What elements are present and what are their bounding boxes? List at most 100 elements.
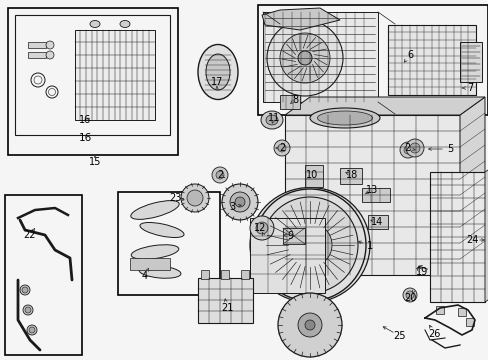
Ellipse shape: [198, 45, 238, 99]
Bar: [118, 192, 220, 295]
Text: 16: 16: [79, 115, 91, 125]
Text: 5: 5: [446, 144, 452, 154]
Text: 18: 18: [345, 170, 357, 180]
Circle shape: [405, 139, 423, 157]
Text: 3: 3: [228, 202, 235, 212]
Bar: [263, 12, 377, 102]
Circle shape: [20, 285, 30, 295]
Polygon shape: [459, 97, 484, 275]
Text: 2: 2: [278, 143, 285, 153]
Bar: [201, 270, 208, 279]
Bar: [285, 115, 459, 275]
Circle shape: [297, 313, 321, 337]
Bar: [361, 188, 389, 202]
Circle shape: [29, 327, 35, 333]
Circle shape: [299, 235, 319, 255]
Bar: [305, 165, 323, 187]
Ellipse shape: [140, 222, 183, 238]
Ellipse shape: [130, 201, 179, 219]
Circle shape: [249, 216, 273, 240]
Circle shape: [399, 142, 415, 158]
Circle shape: [405, 291, 413, 299]
Circle shape: [23, 305, 33, 315]
Text: 24: 24: [465, 235, 477, 245]
Text: 6: 6: [406, 50, 412, 60]
Bar: [465, 318, 473, 326]
Circle shape: [229, 192, 249, 212]
Text: 21: 21: [221, 303, 233, 313]
Text: 23: 23: [168, 193, 181, 203]
Ellipse shape: [309, 108, 379, 128]
Text: 22: 22: [24, 230, 36, 240]
Ellipse shape: [261, 111, 283, 129]
Text: 16: 16: [78, 133, 91, 143]
Bar: [435, 306, 443, 314]
Text: 15: 15: [89, 157, 101, 167]
Circle shape: [216, 171, 224, 179]
Ellipse shape: [317, 111, 372, 125]
Ellipse shape: [265, 115, 278, 125]
Circle shape: [46, 51, 54, 59]
Bar: [130, 258, 170, 270]
Bar: [5, 195, 82, 355]
Text: 12: 12: [253, 223, 265, 233]
Circle shape: [403, 146, 411, 154]
Polygon shape: [484, 160, 488, 302]
Text: 2: 2: [217, 170, 223, 180]
Circle shape: [25, 307, 31, 313]
Text: 4: 4: [142, 271, 148, 281]
Circle shape: [273, 140, 289, 156]
Ellipse shape: [249, 188, 369, 302]
Bar: [249, 218, 325, 293]
Bar: [258, 5, 487, 115]
Circle shape: [222, 184, 258, 220]
Text: 19: 19: [415, 267, 427, 277]
Circle shape: [409, 143, 419, 153]
Circle shape: [297, 51, 311, 65]
Circle shape: [235, 197, 244, 207]
Bar: [367, 215, 387, 229]
Text: 1: 1: [366, 241, 372, 251]
Circle shape: [212, 167, 227, 183]
Circle shape: [27, 325, 37, 335]
Circle shape: [278, 144, 285, 152]
Circle shape: [46, 41, 54, 49]
Ellipse shape: [139, 266, 181, 278]
Circle shape: [186, 190, 203, 206]
Bar: [15, 15, 170, 135]
Bar: [339, 168, 361, 184]
Ellipse shape: [205, 54, 229, 90]
Bar: [221, 270, 228, 279]
Circle shape: [262, 197, 357, 293]
Text: 17: 17: [210, 77, 223, 87]
Circle shape: [280, 33, 329, 83]
Text: 10: 10: [305, 170, 318, 180]
Circle shape: [256, 222, 267, 234]
Bar: [459, 42, 481, 82]
Bar: [280, 95, 299, 109]
Text: 26: 26: [427, 329, 439, 339]
Text: 2: 2: [403, 143, 409, 153]
Circle shape: [22, 287, 28, 293]
Circle shape: [402, 288, 416, 302]
Bar: [28, 52, 46, 58]
Bar: [75, 30, 155, 120]
Text: 11: 11: [267, 113, 280, 123]
Polygon shape: [262, 8, 339, 30]
Text: 25: 25: [393, 331, 406, 341]
Polygon shape: [285, 97, 484, 115]
Bar: [198, 278, 252, 323]
Text: 20: 20: [403, 293, 415, 303]
Ellipse shape: [90, 21, 100, 27]
Text: 7: 7: [466, 83, 472, 93]
Text: 14: 14: [370, 217, 382, 227]
Ellipse shape: [131, 245, 179, 259]
Ellipse shape: [120, 21, 130, 27]
Bar: [283, 228, 305, 244]
Circle shape: [305, 320, 314, 330]
Text: 13: 13: [365, 185, 377, 195]
Text: 9: 9: [286, 231, 292, 241]
Bar: [28, 42, 46, 48]
Text: 8: 8: [291, 95, 298, 105]
Bar: [457, 308, 465, 316]
